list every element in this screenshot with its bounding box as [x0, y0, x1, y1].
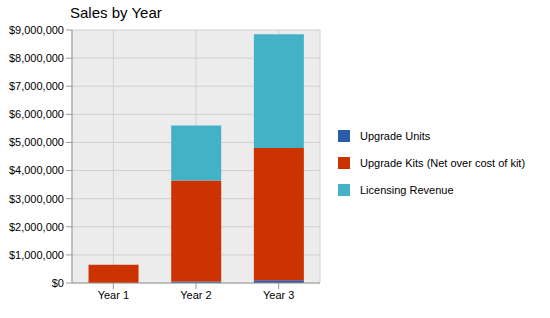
- svg-text:$7,000,000: $7,000,000: [9, 80, 64, 92]
- html-text:Upgrade Kits (Net over cost of: Upgrade Kits (Net over cost of kit): [360, 156, 526, 169]
- svg-text:$5,000,000: $5,000,000: [9, 136, 64, 148]
- svg-text:$3,000,000: $3,000,000: [9, 193, 64, 205]
- svg-text:$2,000,000: $2,000,000: [9, 221, 64, 233]
- html-text:Licensing Revenue: Licensing Revenue: [360, 183, 454, 196]
- html-text:Upgrade Units: Upgrade Units: [360, 129, 431, 142]
- svg-text:Year 3: Year 3: [263, 289, 294, 301]
- svg-text:$1,000,000: $1,000,000: [9, 249, 64, 261]
- svg-text:Year 1: Year 1: [98, 289, 129, 301]
- svg-text:$6,000,000: $6,000,000: [9, 108, 64, 120]
- svg-text:$4,000,000: $4,000,000: [9, 164, 64, 176]
- html-text:Sales by Year: Sales by Year: [70, 4, 162, 21]
- svg-text:$8,000,000: $8,000,000: [9, 52, 64, 64]
- svg-text:Year 2: Year 2: [180, 289, 211, 301]
- svg-text:$0: $0: [52, 277, 64, 289]
- svg-text:$9,000,000: $9,000,000: [9, 24, 64, 36]
